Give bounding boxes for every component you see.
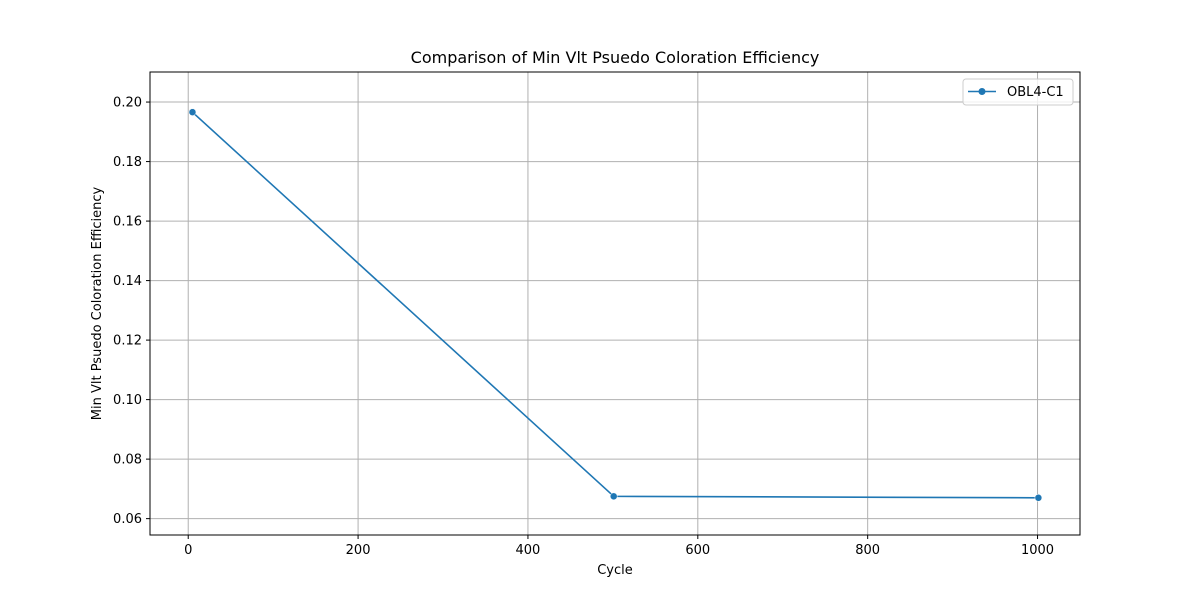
legend: OBL4-C1 <box>962 78 1074 106</box>
x-axis-ticks: 0 200 400 600 800 1000 <box>184 535 1054 558</box>
x-tick-label: 600 <box>685 543 710 558</box>
y-tick-label: 0.08 <box>113 453 142 468</box>
x-axis-label: Cycle <box>597 563 633 578</box>
y-tick-label: 0.10 <box>113 393 142 408</box>
y-tick-label: 0.06 <box>113 512 142 527</box>
grid-layer <box>150 72 1080 535</box>
series-layer <box>188 108 1043 502</box>
y-tick-label: 0.20 <box>113 96 142 111</box>
y-axis-ticks: 0.06 0.08 0.10 0.12 0.14 0.16 0.18 0.20 <box>113 96 150 527</box>
legend-label-obl4-c1: OBL4-C1 <box>1007 85 1064 100</box>
x-tick-label: 0 <box>184 543 192 558</box>
x-tick-label: 200 <box>346 543 371 558</box>
legend-box <box>962 78 1074 106</box>
x-tick-label: 1000 <box>1021 543 1054 558</box>
legend-marker-obl4-c1 <box>978 88 986 95</box>
y-axis-label: Min Vlt Psuedo Coloration Efficiency <box>90 186 105 420</box>
chart-title: Comparison of Min Vlt Psuedo Coloration … <box>411 48 820 67</box>
x-tick-label: 800 <box>855 543 880 558</box>
y-tick-label: 0.12 <box>113 334 142 349</box>
data-point <box>1034 494 1043 502</box>
y-tick-label: 0.18 <box>113 155 142 170</box>
y-tick-label: 0.16 <box>113 215 142 230</box>
data-point <box>609 492 618 501</box>
y-tick-label: 0.14 <box>113 274 142 289</box>
data-point <box>188 108 197 116</box>
x-tick-label: 400 <box>516 543 541 558</box>
plot-frame <box>149 71 1081 536</box>
